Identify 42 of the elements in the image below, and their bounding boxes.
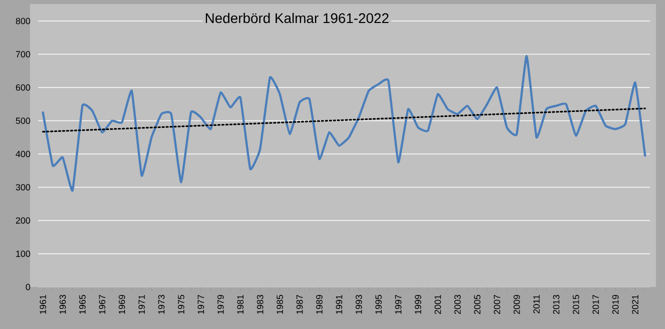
x-tick-label: 2017 [592, 294, 599, 314]
line-series [42, 54, 646, 192]
y-tick-label: 500 [16, 118, 30, 124]
x-tick-label: 1997 [395, 294, 402, 314]
x-tick-label: 2013 [553, 294, 560, 314]
x-tick-label: 1989 [316, 294, 323, 314]
x-tick-label: 1993 [356, 294, 362, 314]
y-tick-label: 700 [16, 51, 30, 58]
x-tick-label: 1999 [414, 294, 422, 314]
x-tick-label: 2009 [514, 294, 520, 314]
y-tick-label: 200 [16, 217, 30, 224]
x-tick-label: 2011 [533, 294, 540, 314]
x-tick-label: 2001 [434, 294, 441, 314]
x-tick-label: 2003 [454, 294, 461, 314]
x-tick-label: 1979 [217, 294, 224, 314]
x-tick-label: 1969 [118, 294, 126, 314]
x-tick-label: 1965 [79, 294, 86, 314]
y-tick-label: 100 [16, 250, 30, 257]
x-tick-label: 1987 [296, 294, 303, 314]
x-tick-label: 1977 [198, 294, 204, 314]
y-tick-label: 600 [16, 84, 30, 91]
x-tick-label: 1981 [237, 294, 244, 314]
x-tick-label: 1973 [158, 294, 165, 314]
x-tick-label: 2021 [632, 294, 638, 314]
x-tick-label: 2019 [612, 294, 619, 314]
x-tick-label: 1985 [276, 294, 284, 314]
x-tick-label: 1975 [178, 294, 184, 314]
x-tick-label: 2015 [572, 294, 580, 314]
x-tick-label: 1961 [40, 294, 46, 314]
x-tick-label: 1967 [98, 294, 106, 314]
chart-title: Nederbörd Kalmar 1961-2022 [206, 12, 389, 24]
y-tick-label: 400 [16, 150, 30, 158]
x-tick-label: 2005 [474, 294, 480, 314]
x-tick-label: 1963 [60, 294, 66, 314]
y-tick-label: 0 [26, 284, 30, 290]
x-tick-label: 1971 [138, 294, 145, 314]
x-tick-label: 2007 [494, 294, 500, 314]
y-tick-label: 300 [16, 184, 30, 190]
y-tick-label: 800 [16, 18, 30, 24]
x-tick-label: 1995 [375, 294, 382, 314]
x-tick-label: 1991 [336, 294, 342, 314]
x-tick-label: 1983 [256, 294, 264, 314]
